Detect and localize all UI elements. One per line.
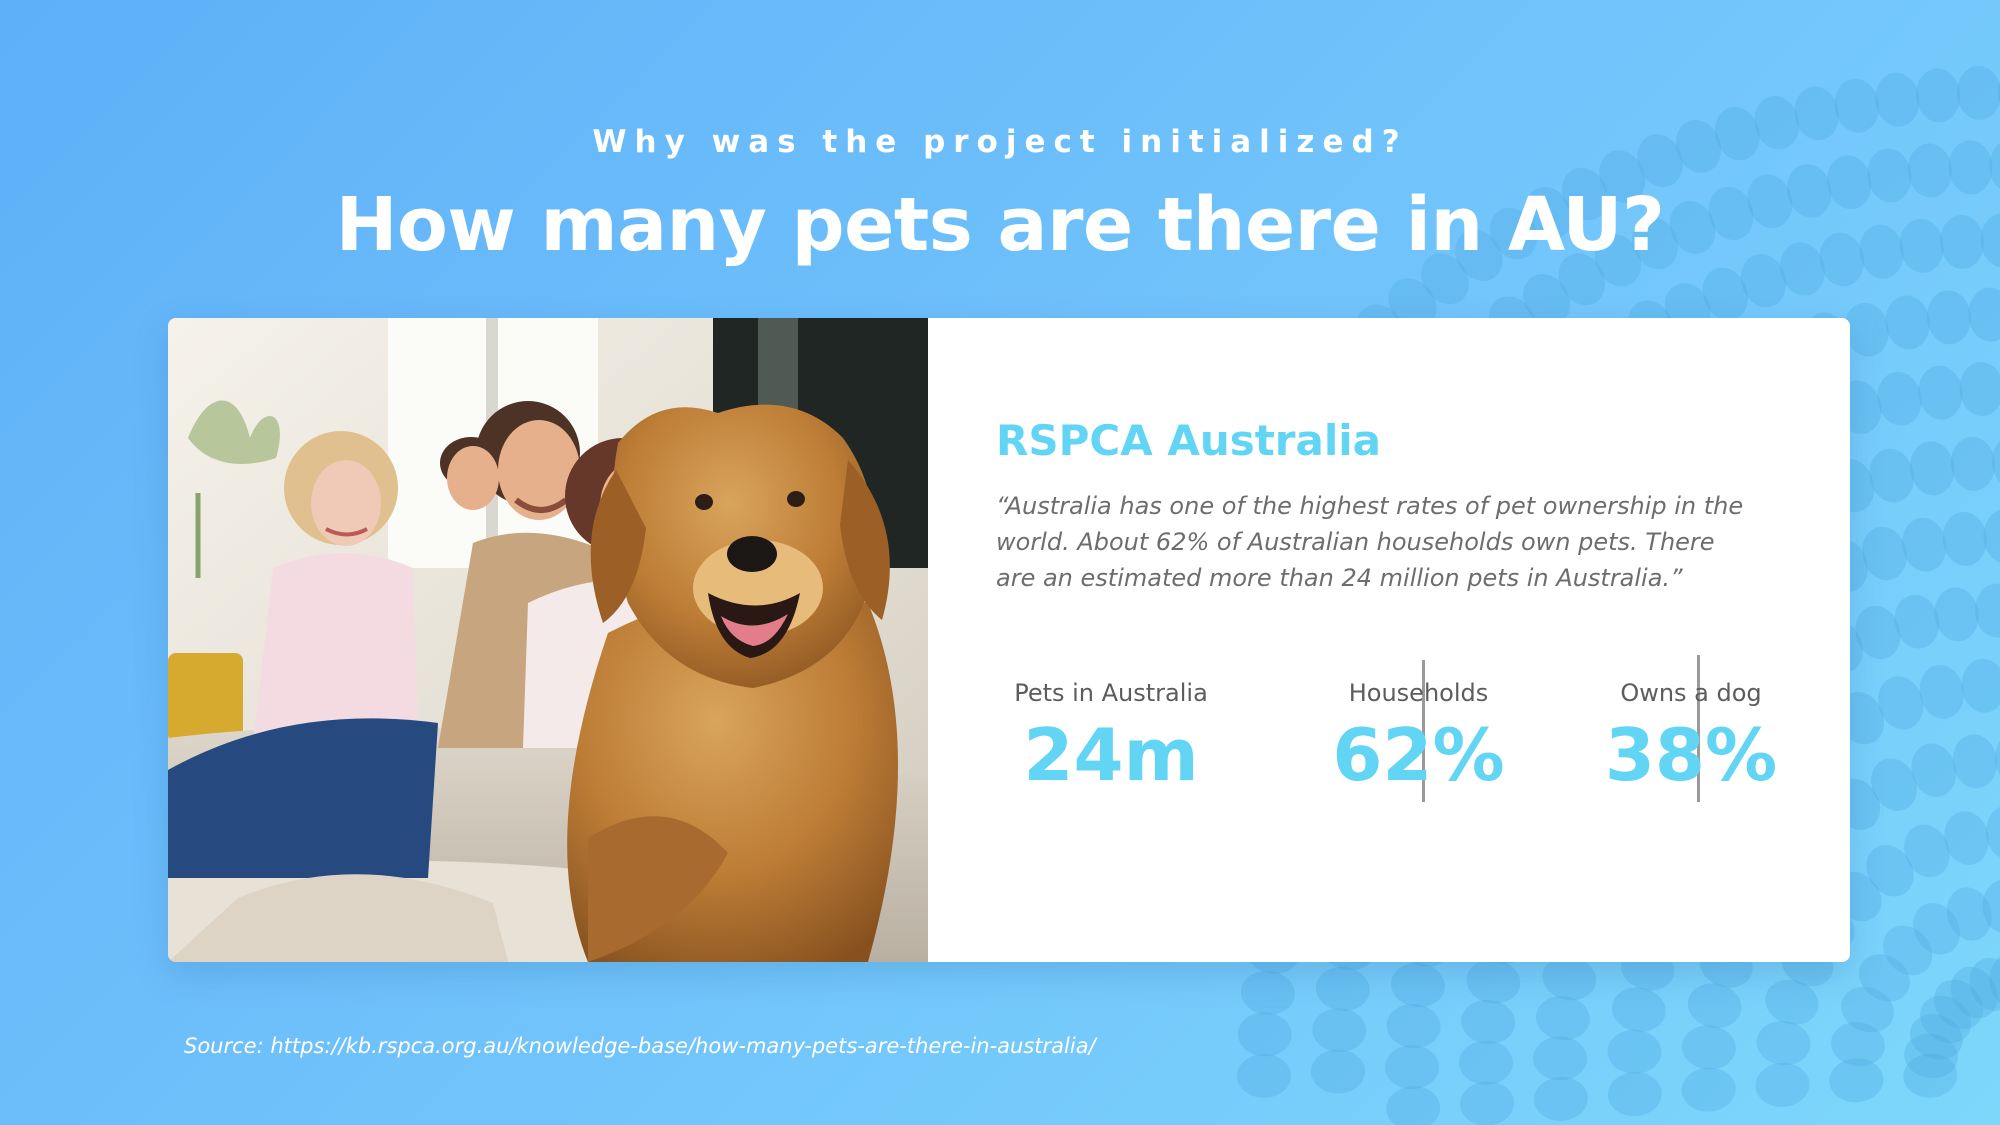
background-dot	[1460, 1081, 1515, 1125]
background-dot	[1841, 986, 1894, 1033]
background-dot	[1858, 954, 1910, 1002]
background-dot	[1831, 1022, 1885, 1067]
background-dot	[1918, 365, 1963, 420]
background-dot	[1312, 1008, 1367, 1053]
background-dot	[1989, 953, 2000, 1008]
quote-text: “Australia has one of the highest rates …	[996, 492, 1744, 592]
background-dot	[1933, 979, 1983, 1030]
background-dot	[1909, 1014, 1963, 1060]
background-dot	[1926, 290, 1971, 345]
background-dot	[1756, 1021, 1811, 1066]
background-dot	[1240, 970, 1295, 1015]
background-dot	[1875, 72, 1920, 127]
background-dot	[1920, 995, 1972, 1044]
background-dot	[1315, 966, 1370, 1011]
background-dot	[1974, 583, 2000, 638]
stat-divider	[1697, 655, 1700, 802]
background-dot	[1944, 811, 1989, 865]
background-dot	[1942, 511, 1987, 566]
background-dot	[1934, 587, 1979, 642]
family-with-dog-photo	[168, 318, 928, 962]
background-dot	[1862, 526, 1907, 581]
stat-label: Pets in Australia	[1014, 679, 1208, 707]
stat-value: 38%	[1604, 713, 1778, 797]
background-dot	[1869, 448, 1914, 503]
background-dot	[1611, 987, 1666, 1032]
background-dot	[1877, 371, 1922, 426]
background-dot	[1386, 1086, 1441, 1125]
background-dot	[1391, 962, 1445, 1008]
background-dot	[1866, 845, 1914, 897]
background-dot	[1385, 1045, 1439, 1090]
stat-divider	[1422, 660, 1425, 802]
background-dot	[1765, 979, 1819, 1025]
background-dot	[1894, 594, 1940, 649]
background-dot	[1916, 68, 1961, 123]
background-dot	[1878, 676, 1924, 730]
section-subtitle: Why was the project initialized?	[592, 124, 1408, 160]
background-dot	[1994, 731, 2000, 785]
stat-households: Households 62%	[1301, 676, 1536, 798]
background-dot	[1829, 1058, 1884, 1103]
background-dot	[1466, 959, 1521, 1004]
background-dot	[1985, 805, 2000, 860]
background-dot	[1919, 665, 1964, 719]
background-dot	[1952, 734, 1998, 789]
stat-pets-in-australia: Pets in Australia 24m	[996, 676, 1226, 798]
background-dot	[1885, 295, 1930, 350]
background-dot	[1910, 441, 1955, 496]
background-dot	[1311, 1049, 1365, 1094]
background-dot	[1461, 999, 1516, 1044]
background-dot	[1533, 1076, 1588, 1121]
background-dot	[1533, 1036, 1588, 1081]
background-dot	[1883, 925, 1933, 976]
background-dot	[1607, 1072, 1662, 1117]
stats-panel: RSPCA Australia “Australia has one of th…	[996, 318, 1796, 962]
background-dot	[1904, 1033, 1958, 1079]
background-dot	[1911, 743, 1957, 797]
info-card: RSPCA Australia “Australia has one of th…	[168, 318, 1850, 962]
background-dot	[1969, 957, 2000, 1011]
background-dot	[1959, 362, 2000, 417]
background-dot	[1904, 824, 1950, 878]
background-dot	[1607, 1029, 1662, 1074]
background-dot	[1950, 966, 1998, 1019]
background-dot	[1687, 983, 1742, 1028]
background-dot	[1946, 887, 1992, 941]
organization-name: RSPCA Australia	[996, 416, 1381, 465]
background-dot	[1459, 1040, 1513, 1085]
background-dot	[1902, 517, 1947, 572]
background-dot	[1982, 879, 2000, 934]
background-dot	[1913, 903, 1960, 955]
background-dot	[1871, 758, 1917, 811]
background-dot	[1681, 1067, 1736, 1112]
source-citation: Source: https://kb.rspca.org.au/knowledg…	[184, 1034, 1096, 1058]
background-dot	[1755, 1062, 1810, 1107]
background-dot	[1983, 509, 2000, 564]
background-dot	[1855, 605, 1901, 660]
stat-value: 62%	[1332, 713, 1505, 797]
background-dot	[1535, 996, 1590, 1041]
stat-value: 24m	[1023, 713, 1199, 797]
stat-label: Owns a dog	[1620, 679, 1762, 707]
background-dot	[1956, 65, 2000, 120]
stat-label: Households	[1348, 679, 1489, 707]
background-dot	[1903, 1053, 1958, 1098]
stat-owns-a-dog: Owns a dog 38%	[1576, 676, 1806, 798]
background-dot	[1992, 435, 2000, 489]
background-dot	[1961, 658, 2000, 713]
background-dot	[1950, 436, 1996, 491]
background-dot	[1237, 1012, 1292, 1057]
background-dot	[1968, 287, 2000, 342]
page-title: How many pets are there in AU?	[335, 182, 1665, 268]
background-dot	[1386, 1003, 1441, 1049]
background-dot	[1681, 1025, 1736, 1070]
background-dot	[1237, 1053, 1291, 1098]
